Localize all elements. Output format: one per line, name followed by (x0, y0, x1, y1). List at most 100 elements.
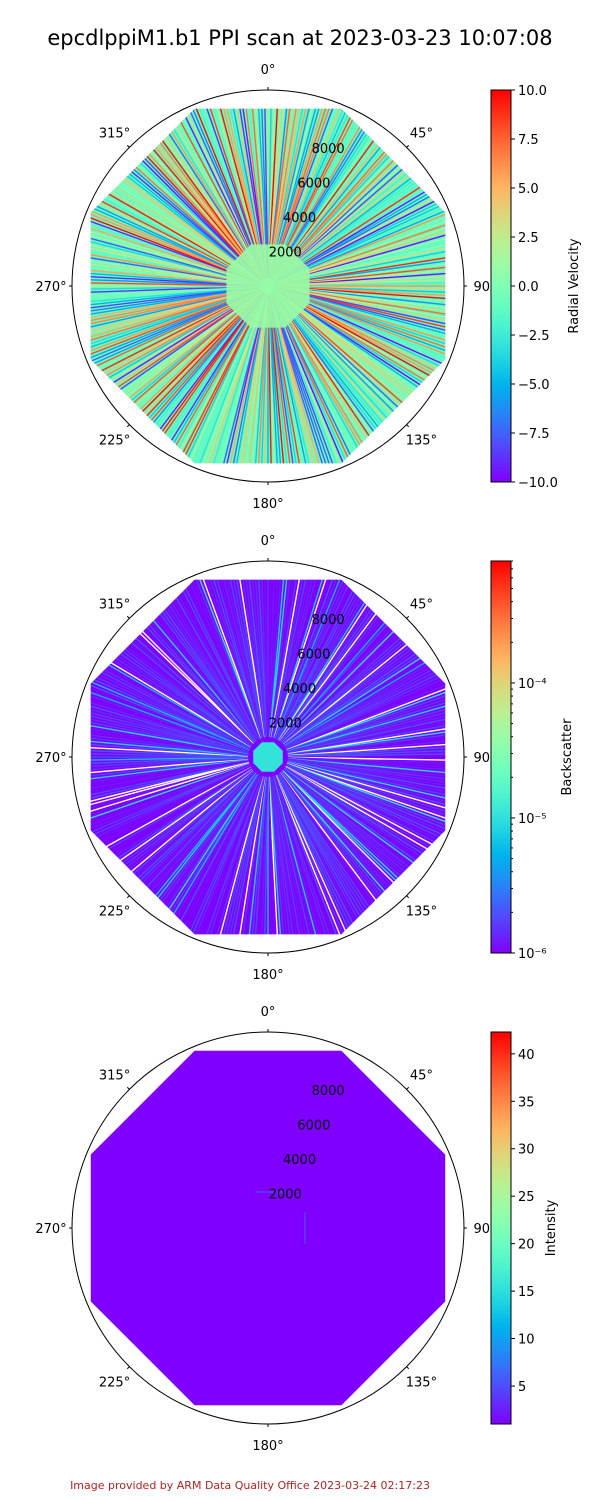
ppi-panel: 0°45°90°135°180°225°270°315°200040006000… (35, 534, 575, 983)
field-ray (284, 766, 438, 860)
angle-tick-label: 270° (35, 751, 66, 766)
field-ray (90, 763, 250, 829)
field-ray (90, 702, 249, 753)
field-ray (267, 579, 273, 738)
field-ray (283, 767, 430, 871)
field-ray (90, 735, 249, 756)
field-ray (90, 758, 249, 779)
colorbar-tick-label: −7.5 (518, 427, 550, 442)
field-rays (90, 1050, 446, 1406)
colorbar-tick-label: 2.5 (518, 231, 539, 246)
field-ray (90, 695, 250, 752)
field-ray (181, 774, 260, 935)
field-ray (157, 773, 258, 921)
field-ray (100, 767, 252, 862)
field-ray (287, 732, 446, 756)
field-ray (190, 775, 261, 935)
field-ray (219, 776, 264, 935)
field-ray (90, 679, 250, 750)
field-ray (276, 774, 362, 932)
colorbar-tick-label: 10.0 (518, 84, 547, 99)
field-ray (226, 776, 265, 935)
field-ray (287, 722, 446, 755)
field-ray (278, 595, 382, 742)
field-ray (148, 599, 257, 742)
field-ray (280, 605, 396, 743)
field-ray (281, 612, 403, 743)
field-ray (110, 637, 253, 746)
field-ray (287, 728, 446, 755)
radial-tick-label: 8000 (312, 142, 345, 157)
field-ray (236, 579, 266, 738)
field-ray (276, 582, 362, 740)
field-ray (286, 763, 446, 832)
field-ray (196, 579, 262, 739)
field-ray (278, 773, 376, 923)
angle-tick-label: 45° (410, 127, 433, 142)
field-ray (193, 775, 262, 935)
ppi-panel: 0°45°90°135°180°225°270°315°200040006000… (35, 1005, 559, 1454)
colorbar-tick-label: 7.5 (518, 133, 539, 148)
field-ray (154, 595, 258, 742)
field-ray (284, 767, 434, 865)
field-ray (90, 757, 249, 772)
field-ray (270, 579, 300, 738)
field-ray (97, 766, 252, 857)
field-ray (106, 643, 253, 747)
field-ray (95, 766, 251, 854)
field-ray (282, 627, 418, 745)
field-ray (151, 597, 257, 742)
field-ray (123, 770, 254, 892)
field-ray (90, 762, 250, 822)
field-ray (143, 603, 256, 742)
field-ray (90, 760, 249, 796)
angle-tick (126, 1366, 130, 1370)
field-ray (274, 775, 337, 935)
field-ray (256, 776, 268, 935)
field-ray (98, 654, 252, 748)
field-ray (196, 775, 262, 935)
field-ray (276, 774, 355, 935)
field-ray (285, 660, 441, 748)
field-ray (239, 579, 266, 738)
field-ray (253, 776, 268, 935)
field-ray (275, 579, 346, 739)
radial-tick-label: 4000 (283, 211, 316, 226)
field-ray (275, 774, 349, 935)
field-ray (286, 679, 446, 750)
field-ray (260, 579, 269, 738)
field-ray (284, 652, 436, 747)
field-ray (279, 599, 388, 742)
field-ray (90, 763, 250, 826)
field-ray (90, 715, 249, 754)
field-ray (283, 769, 422, 882)
field-ray (229, 776, 265, 935)
field-ray (275, 774, 352, 935)
field-ray (280, 772, 393, 911)
field-ray (110, 768, 253, 877)
field-ray (219, 579, 264, 738)
field-ray (271, 579, 307, 738)
field-ray (286, 763, 446, 826)
field-ray (287, 759, 446, 789)
colorbar-tick-label: −5.0 (518, 378, 550, 393)
field-ray (268, 579, 280, 738)
field-ray (274, 579, 343, 739)
field-ray (285, 670, 446, 749)
field-ray (279, 772, 385, 917)
field-ray (287, 759, 446, 792)
field-ray (287, 749, 446, 758)
field-ray (287, 742, 446, 757)
angle-tick-label: 0° (261, 1005, 276, 1020)
field-ray (209, 775, 263, 935)
field-ray (90, 761, 249, 812)
field-ray (250, 776, 267, 935)
field-ray (281, 771, 403, 902)
field-ray (287, 718, 446, 754)
field-ray (160, 591, 258, 741)
field-ray (285, 676, 446, 750)
field-ray (223, 776, 265, 935)
field-ray (274, 775, 343, 935)
field-ray (143, 772, 256, 911)
field-ray (270, 579, 297, 738)
